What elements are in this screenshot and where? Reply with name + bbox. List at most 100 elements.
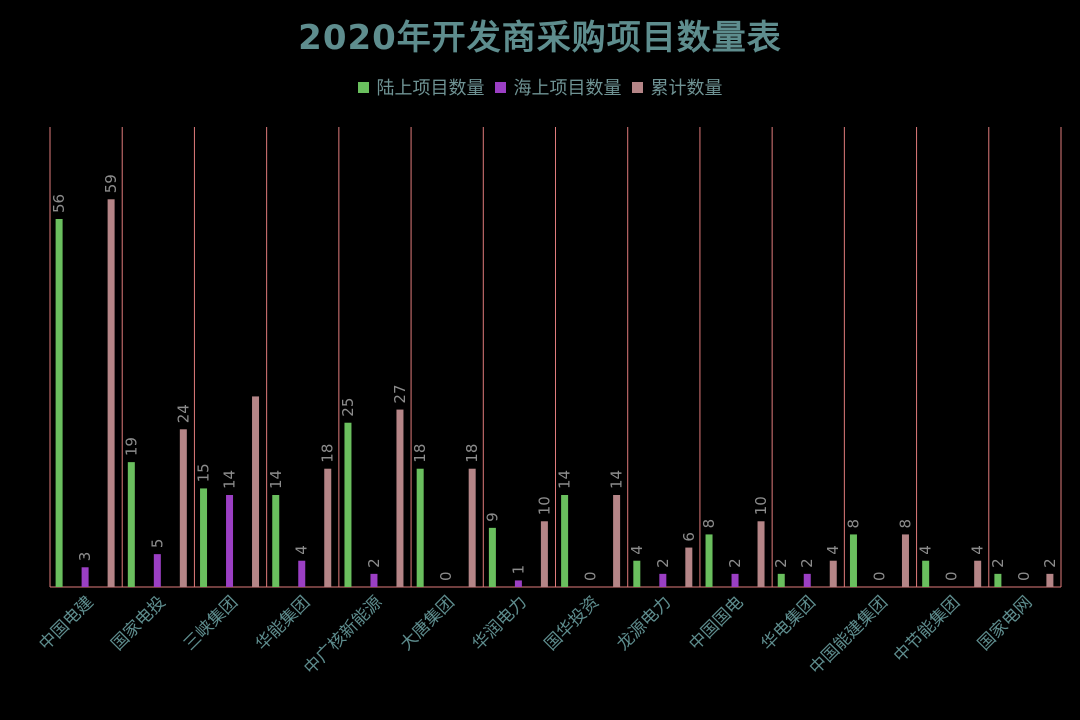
- bar: [1046, 573, 1054, 587]
- data-label: 4: [824, 545, 842, 555]
- legend-label-total: 累计数量: [650, 78, 723, 99]
- data-label: 0: [1015, 571, 1033, 581]
- data-label: 0: [943, 571, 961, 581]
- legend-item-onshore: 陆上项目数量: [357, 74, 485, 100]
- data-label: 27: [391, 384, 409, 403]
- data-label: 2: [365, 558, 383, 568]
- bar: [731, 573, 739, 587]
- bar: [613, 495, 621, 587]
- x-tick-label: 大唐集团: [396, 592, 459, 655]
- data-label: 19: [122, 437, 140, 456]
- bar: [226, 495, 234, 587]
- data-label: 0: [870, 571, 888, 581]
- data-label: 5: [148, 539, 166, 549]
- bar: [200, 488, 208, 587]
- data-label: 8: [700, 519, 718, 529]
- bar: [705, 534, 713, 587]
- bar: [974, 560, 982, 587]
- data-label: 56: [50, 194, 68, 213]
- data-label: 24: [174, 404, 192, 423]
- data-label: 18: [319, 444, 337, 463]
- x-tick-label: 华能集团: [252, 592, 314, 654]
- bar: [514, 580, 522, 587]
- legend-item-offshore: 海上项目数量: [494, 74, 622, 100]
- x-tick-label: 龙源电力: [613, 592, 675, 654]
- chart-title: 2020年开发商采购项目数量表: [298, 18, 782, 58]
- data-label: 2: [726, 558, 744, 568]
- bar: [922, 560, 930, 587]
- legend-swatch-total: [631, 81, 643, 93]
- bar: [829, 560, 837, 587]
- data-label: 18: [411, 444, 429, 463]
- data-label: 4: [628, 545, 646, 555]
- bar: [488, 527, 496, 587]
- bar: [298, 560, 306, 587]
- data-label: 18: [463, 444, 481, 463]
- data-label: 8: [844, 519, 862, 529]
- bar: [127, 462, 135, 587]
- data-label: 10: [752, 496, 770, 515]
- data-label: 59: [102, 174, 120, 193]
- bar: [81, 567, 89, 587]
- data-label: 9: [483, 512, 501, 522]
- x-tick-label: 中国电建: [35, 592, 97, 654]
- legend: 陆上项目数量 海上项目数量 累计数量: [0, 74, 1080, 100]
- data-label: 8: [896, 519, 914, 529]
- bar: [272, 495, 280, 587]
- data-label: 6: [680, 532, 698, 542]
- legend-swatch-onshore: [357, 81, 369, 93]
- bar: [901, 534, 909, 587]
- data-label: 4: [969, 545, 987, 555]
- data-label: 14: [556, 470, 574, 489]
- bar: [153, 554, 161, 587]
- x-tick-label: 华润电力: [469, 592, 531, 654]
- bar: [540, 521, 548, 587]
- legend-swatch-offshore: [494, 81, 506, 93]
- x-tick-label: 三峡集团: [180, 592, 242, 654]
- legend-item-total: 累计数量: [631, 74, 723, 100]
- data-label: 14: [221, 470, 239, 489]
- bar: [849, 534, 857, 587]
- bar: [107, 199, 115, 588]
- data-label: 0: [582, 571, 600, 581]
- x-tick-label: 华电集团: [758, 592, 820, 654]
- bar: [396, 409, 404, 587]
- bar: [685, 547, 693, 587]
- data-label: 4: [293, 545, 311, 555]
- bar: [777, 573, 785, 587]
- data-label: 2: [989, 558, 1007, 568]
- data-label: 2: [1041, 558, 1059, 568]
- x-tick-label: 国家电投: [108, 592, 170, 654]
- bar: [659, 573, 667, 587]
- bar: [324, 468, 332, 587]
- bar: [370, 573, 378, 587]
- data-label: 15: [195, 463, 213, 482]
- x-tick-label: 中国国电: [685, 592, 747, 654]
- bar: [55, 219, 63, 587]
- data-label: 4: [917, 545, 935, 555]
- data-label: 2: [798, 558, 816, 568]
- bar: [561, 495, 569, 587]
- legend-label-offshore: 海上项目数量: [513, 78, 622, 99]
- bar: [179, 429, 187, 587]
- data-label: 0: [437, 571, 455, 581]
- data-label: 14: [267, 470, 285, 489]
- data-label: 14: [608, 470, 626, 489]
- bar: [416, 468, 424, 587]
- data-label: 1: [509, 565, 527, 575]
- data-label: 2: [772, 558, 790, 568]
- bar: [633, 560, 641, 587]
- data-label: 2: [654, 558, 672, 568]
- bar: [803, 573, 811, 587]
- bar: [757, 521, 765, 587]
- bar: [994, 573, 1002, 587]
- x-tick-label: 国华投资: [541, 592, 603, 654]
- data-label: 3: [76, 552, 94, 562]
- bar: [252, 396, 260, 587]
- x-tick-label: 中广核新能源: [300, 592, 386, 678]
- bar: [344, 422, 352, 587]
- legend-label-onshore: 陆上项目数量: [376, 78, 485, 99]
- data-label: 10: [535, 496, 553, 515]
